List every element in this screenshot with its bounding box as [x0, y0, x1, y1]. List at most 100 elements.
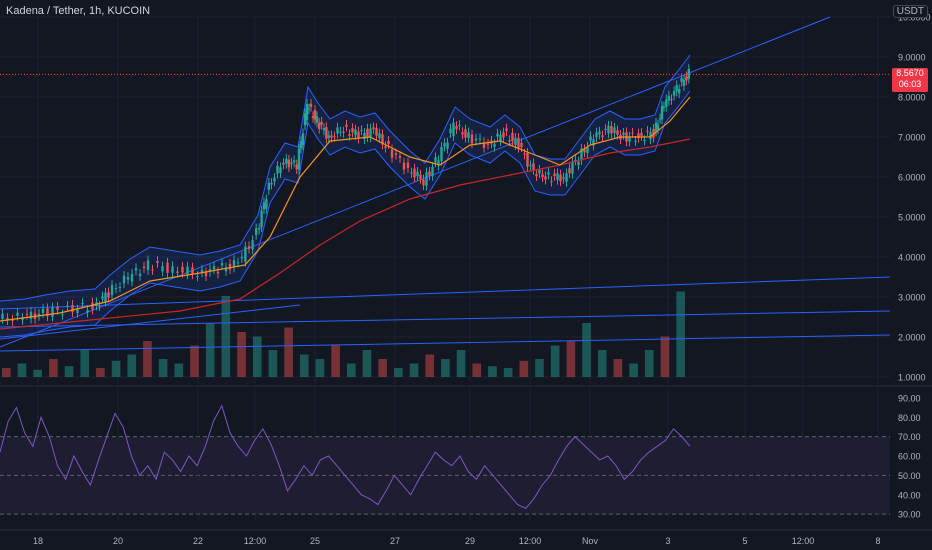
volume-bar	[190, 345, 199, 377]
volume-bar	[315, 359, 325, 377]
candle-body	[577, 161, 580, 166]
volume-bar	[441, 359, 450, 377]
candle-body	[553, 173, 556, 177]
candle-body	[387, 140, 390, 145]
volume-bar	[205, 323, 215, 377]
candle-body	[196, 276, 199, 278]
candle-body	[610, 126, 613, 134]
candle-body	[318, 122, 321, 129]
time-tick-label: 8	[875, 536, 880, 546]
candle-body	[138, 273, 142, 276]
candle-body	[118, 286, 122, 288]
volume-bar	[456, 350, 466, 377]
candle-body	[416, 171, 419, 177]
trendline	[0, 310, 891, 328]
volume-bar	[394, 368, 403, 377]
candle-body	[25, 313, 29, 315]
price-tick-label: 7.0000	[898, 133, 926, 143]
time-tick-label: Nov	[582, 536, 599, 546]
volume-bar	[17, 363, 27, 377]
rsi-tick-label: 70.00	[898, 432, 921, 442]
candle-body	[372, 127, 375, 130]
time-tick-label: 27	[390, 536, 400, 546]
candle-body	[517, 137, 520, 148]
candle-body	[297, 148, 301, 170]
candle-body	[322, 128, 326, 131]
last-price-value: 8.5670	[896, 68, 924, 79]
candle-body	[422, 179, 425, 186]
candle-body	[565, 173, 568, 182]
candle-body	[240, 256, 243, 259]
candle-body	[107, 292, 110, 298]
candle-body	[220, 263, 224, 266]
candle-body	[394, 153, 398, 155]
candle-body	[583, 149, 586, 153]
candle-body	[66, 305, 69, 307]
candle-body	[176, 271, 179, 274]
candle-body	[628, 136, 631, 142]
candle-body	[502, 132, 505, 138]
candle-body	[523, 153, 526, 155]
candle-countdown: 06:03	[898, 79, 922, 90]
candle-body	[544, 176, 547, 180]
candle-body	[313, 109, 317, 120]
candle-body	[499, 134, 502, 142]
candle-body	[345, 124, 348, 127]
candle-body	[616, 130, 619, 135]
volume-bar	[347, 363, 356, 377]
price-tick-label: 6.0000	[898, 173, 926, 183]
candle-body	[56, 307, 59, 310]
candle-body	[363, 132, 366, 139]
last-price-tag: 8.5670 06:03	[892, 68, 928, 93]
candle-body	[631, 132, 634, 134]
candle-body	[486, 143, 490, 145]
candle-body	[265, 199, 268, 209]
candle-body	[21, 317, 24, 320]
candle-body	[434, 157, 437, 163]
candle-body	[571, 161, 574, 174]
candle-body	[667, 95, 671, 101]
candle-body	[161, 266, 164, 272]
candle-body	[260, 210, 263, 228]
candle-body	[464, 129, 467, 138]
candle-body	[381, 134, 384, 145]
candle-body	[360, 130, 363, 132]
candle-body	[11, 319, 14, 321]
candle-body	[273, 177, 276, 182]
candle-body	[550, 180, 553, 182]
candle-body	[520, 142, 523, 148]
currency-badge[interactable]: USDT	[892, 5, 928, 18]
candle-body	[110, 285, 114, 296]
candle-body	[478, 138, 482, 140]
candle-body	[16, 312, 19, 316]
candle-body	[204, 272, 208, 277]
candle-body	[568, 168, 571, 174]
candle-body	[493, 144, 496, 147]
time-tick-label: 18	[33, 536, 43, 546]
candle-body	[114, 288, 118, 290]
volume-bar	[550, 345, 560, 377]
candle-body	[461, 132, 464, 135]
candle-body	[672, 91, 676, 96]
candle-body	[654, 122, 658, 132]
candle-body	[406, 162, 410, 169]
candle-body	[301, 133, 305, 146]
candle-body	[339, 131, 342, 133]
candle-body	[6, 317, 9, 321]
candle-body	[357, 131, 360, 139]
candle-body	[224, 267, 228, 272]
price-tick-label: 4.0000	[898, 253, 926, 263]
volume-bar	[299, 354, 309, 377]
candle-body	[186, 266, 189, 275]
rsi-line	[0, 404, 691, 509]
candle-body	[290, 162, 293, 165]
candle-body	[390, 149, 394, 158]
candle-body	[81, 303, 84, 305]
candle-body	[682, 79, 686, 87]
candle-body	[51, 307, 54, 317]
volume-bar	[284, 327, 293, 377]
candle-body	[467, 132, 470, 138]
candle-body	[675, 85, 678, 92]
candle-body	[452, 122, 455, 137]
